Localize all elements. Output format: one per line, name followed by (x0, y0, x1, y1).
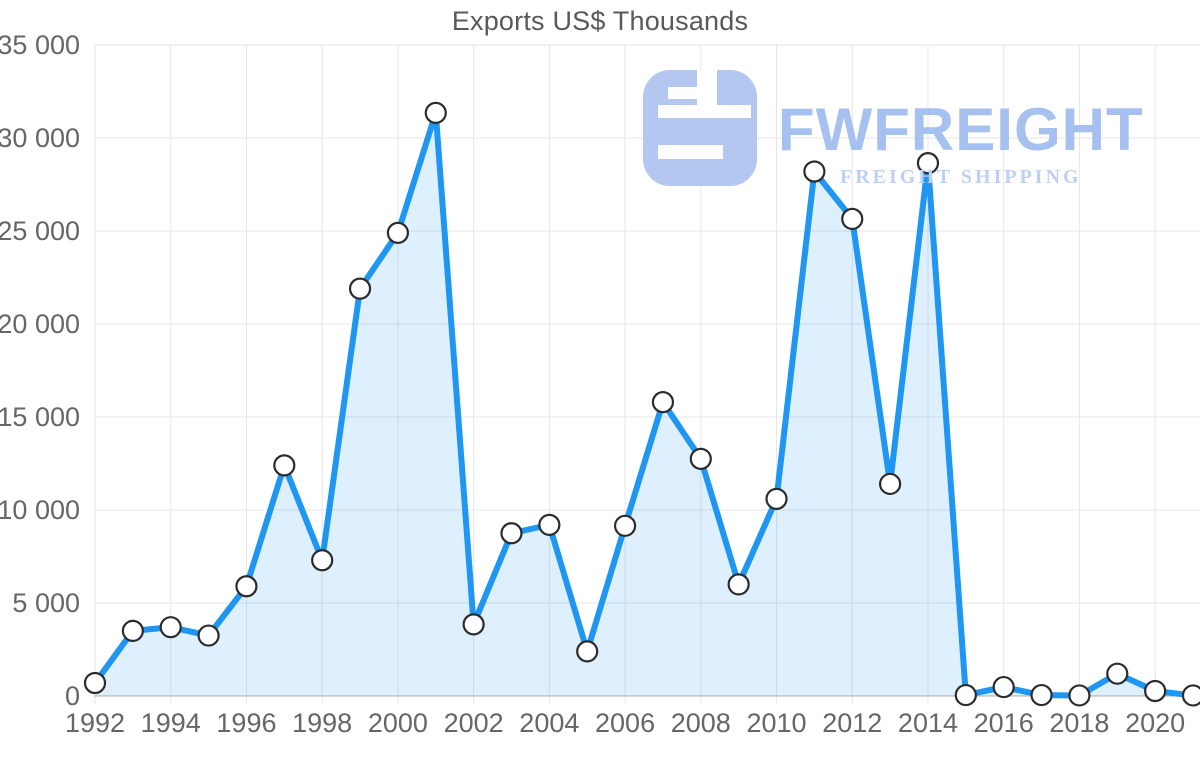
data-point-marker[interactable] (311, 549, 334, 572)
area-fill (95, 112, 1193, 696)
x-axis-label: 1992 (65, 708, 125, 738)
chart-title: Exports US$ Thousands (451, 6, 749, 36)
data-point-marker[interactable] (197, 624, 220, 647)
data-point-marker[interactable] (727, 573, 750, 596)
y-axis-label: 30 000 (0, 123, 80, 153)
data-point-marker[interactable] (159, 616, 182, 639)
data-point-marker[interactable] (121, 619, 144, 643)
x-axis-label: 2004 (519, 708, 579, 738)
x-axis-label: 2020 (1125, 708, 1185, 738)
x-axis-label: 1998 (292, 708, 352, 738)
data-point-marker[interactable] (83, 671, 107, 695)
data-point-marker[interactable] (1030, 683, 1053, 707)
data-point-marker[interactable] (841, 207, 864, 231)
data-point-marker[interactable] (689, 447, 712, 470)
data-point-marker[interactable] (386, 221, 409, 244)
data-point-marker[interactable] (651, 391, 675, 414)
y-axis-label: 35 000 (0, 30, 80, 60)
data-point-marker[interactable] (348, 277, 372, 300)
data-point-marker[interactable] (538, 513, 561, 536)
data-point-marker[interactable] (1106, 662, 1129, 685)
data-point-marker[interactable] (273, 454, 296, 477)
data-point-marker[interactable] (1068, 684, 1091, 707)
data-point-marker[interactable] (424, 101, 447, 124)
x-axis-label: 2018 (1049, 708, 1109, 738)
y-axis-label: 0 (65, 681, 80, 711)
x-axis-label: 2016 (974, 708, 1034, 738)
y-axis-label: 5 000 (12, 588, 80, 618)
y-axis-label: 25 000 (0, 216, 80, 246)
x-axis-label: 2002 (444, 708, 504, 738)
data-point-marker[interactable] (500, 522, 523, 545)
x-axis-label: 2006 (595, 708, 655, 738)
y-axis-label: 15 000 (0, 402, 80, 432)
x-axis-label: 2000 (368, 708, 428, 738)
data-point-marker[interactable] (462, 613, 485, 636)
y-axis-label: 10 000 (0, 495, 80, 525)
y-axis-label: 20 000 (0, 309, 80, 339)
data-point-marker[interactable] (954, 683, 977, 707)
x-axis-label: 2014 (898, 708, 958, 738)
data-point-marker[interactable] (916, 152, 940, 175)
data-point-marker[interactable] (765, 487, 788, 510)
data-point-marker[interactable] (1144, 679, 1167, 703)
x-axis-label: 1996 (216, 708, 276, 738)
data-point-marker[interactable] (235, 575, 258, 598)
data-point-marker[interactable] (992, 675, 1015, 699)
data-point-marker[interactable] (613, 514, 637, 537)
x-axis-label: 1994 (141, 708, 201, 738)
data-point-marker[interactable] (879, 472, 902, 496)
data-point-marker[interactable] (576, 640, 599, 663)
data-point-marker[interactable] (1181, 684, 1200, 707)
data-point-marker[interactable] (803, 160, 826, 183)
x-axis-label: 2012 (822, 708, 882, 738)
x-axis-label: 2010 (746, 708, 806, 738)
x-axis-label: 2008 (671, 708, 731, 738)
